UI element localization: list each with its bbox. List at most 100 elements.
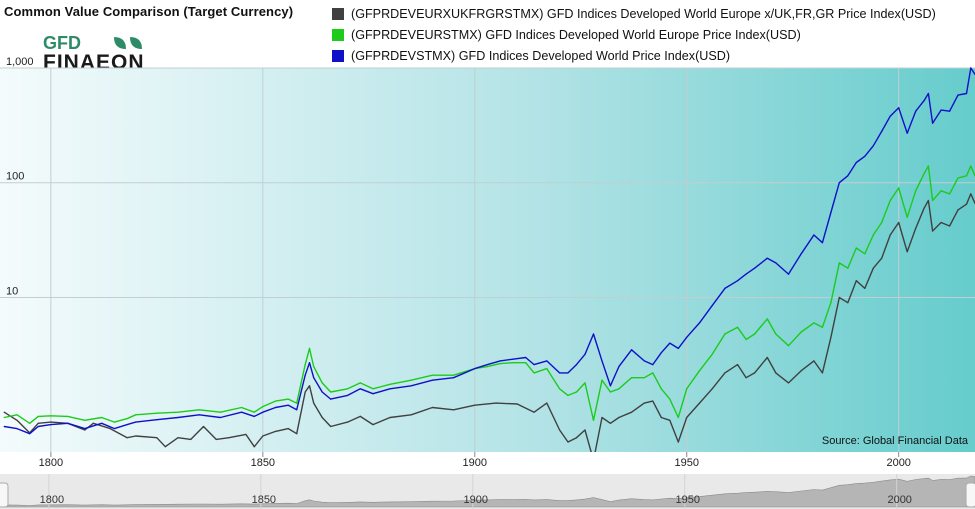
data-point xyxy=(652,372,654,374)
data-point xyxy=(101,422,103,424)
data-point xyxy=(308,362,311,364)
data-point xyxy=(965,203,968,205)
data-point xyxy=(957,94,959,96)
data-point xyxy=(304,374,306,376)
data-point xyxy=(37,422,39,424)
navigator[interactable]: 1800 1850 1900 1950 2000 xyxy=(0,474,975,509)
data-point xyxy=(453,374,455,376)
data-point xyxy=(177,437,179,439)
data-point xyxy=(754,267,756,269)
data-point xyxy=(787,273,790,275)
data-point xyxy=(601,360,603,362)
data-point xyxy=(156,419,158,421)
data-point xyxy=(29,422,31,424)
x-tick-label: 1950 xyxy=(674,457,698,469)
x-tick-label: 1850 xyxy=(251,457,275,469)
data-point xyxy=(16,414,18,416)
data-point xyxy=(253,411,255,413)
data-point xyxy=(669,398,671,400)
data-point xyxy=(592,333,595,335)
data-point xyxy=(486,364,489,366)
data-point xyxy=(372,393,374,395)
data-point xyxy=(156,412,158,414)
data-point xyxy=(970,193,972,195)
data-point xyxy=(29,433,31,435)
data-point xyxy=(304,391,306,393)
chart-title: Common Value Comparison (Target Currency… xyxy=(4,4,294,19)
data-point xyxy=(37,415,39,417)
data-point xyxy=(711,353,713,355)
data-point xyxy=(872,234,874,236)
data-point xyxy=(813,322,815,324)
logo-leaf-left xyxy=(114,37,126,49)
data-point xyxy=(775,262,777,264)
data-point xyxy=(330,391,332,393)
data-point xyxy=(652,400,654,402)
y-tick-label: 10 xyxy=(6,285,18,297)
data-point xyxy=(321,416,323,419)
data-point xyxy=(101,416,103,419)
data-point xyxy=(359,415,361,417)
legend-item-green[interactable]: (GFPRDEVEURSTMX) GFD Indices Developed W… xyxy=(332,24,936,45)
data-point xyxy=(618,366,620,368)
data-point xyxy=(330,398,332,400)
data-point xyxy=(241,411,243,413)
data-point xyxy=(546,402,548,404)
data-point xyxy=(50,424,52,426)
data-point xyxy=(957,209,959,211)
data-point xyxy=(135,435,137,437)
data-point xyxy=(927,199,930,202)
data-point xyxy=(516,403,518,405)
data-point xyxy=(431,406,433,409)
navigator-series-area xyxy=(3,475,975,508)
legend-item-dark[interactable]: (GFPRDEVEURXUKFRGRSTMX) GFD Indices Deve… xyxy=(332,3,936,24)
data-point xyxy=(830,336,832,338)
data-point xyxy=(50,421,52,423)
data-point xyxy=(898,107,900,109)
y-axis-tick-labels: 10 100 1,000 xyxy=(6,56,34,297)
logo-leaf-right xyxy=(130,37,142,49)
data-point xyxy=(313,402,315,404)
data-point xyxy=(872,145,874,147)
navigator-right-handle[interactable] xyxy=(965,482,975,508)
series-line-dark[interactable] xyxy=(3,193,975,462)
data-point xyxy=(525,362,527,364)
data-point xyxy=(567,372,569,374)
data-point xyxy=(533,411,535,413)
data-point xyxy=(800,253,802,255)
data-point xyxy=(359,382,361,384)
data-point xyxy=(932,230,934,232)
legend-item-blue[interactable]: (GFPRDEVSTMX) GFD Indices Developed Worl… xyxy=(332,45,936,66)
data-point xyxy=(754,372,756,374)
data-point xyxy=(410,379,412,381)
data-point xyxy=(889,199,891,202)
navigator-left-handle[interactable] xyxy=(0,482,9,508)
gridlines xyxy=(0,67,975,452)
data-point xyxy=(321,382,323,384)
data-point xyxy=(567,394,569,396)
data-point xyxy=(631,377,633,379)
data-point xyxy=(330,425,332,428)
x-axis-band xyxy=(0,452,975,474)
data-point xyxy=(453,377,455,379)
data-point xyxy=(274,430,277,432)
legend-swatch-green xyxy=(332,28,344,41)
data-point xyxy=(618,416,620,419)
data-point xyxy=(686,336,688,338)
data-point xyxy=(864,253,866,255)
data-point xyxy=(711,388,713,390)
data-point xyxy=(957,177,959,179)
data-point xyxy=(347,421,349,423)
data-point xyxy=(499,363,501,365)
data-point xyxy=(347,394,349,396)
data-point xyxy=(575,437,578,439)
data-point xyxy=(16,428,18,430)
data-point xyxy=(927,92,930,95)
data-point xyxy=(847,175,849,177)
data-point xyxy=(932,199,934,202)
data-point xyxy=(533,364,535,366)
data-point xyxy=(711,305,713,307)
data-point xyxy=(847,302,849,304)
legend-swatch-blue xyxy=(332,49,344,62)
